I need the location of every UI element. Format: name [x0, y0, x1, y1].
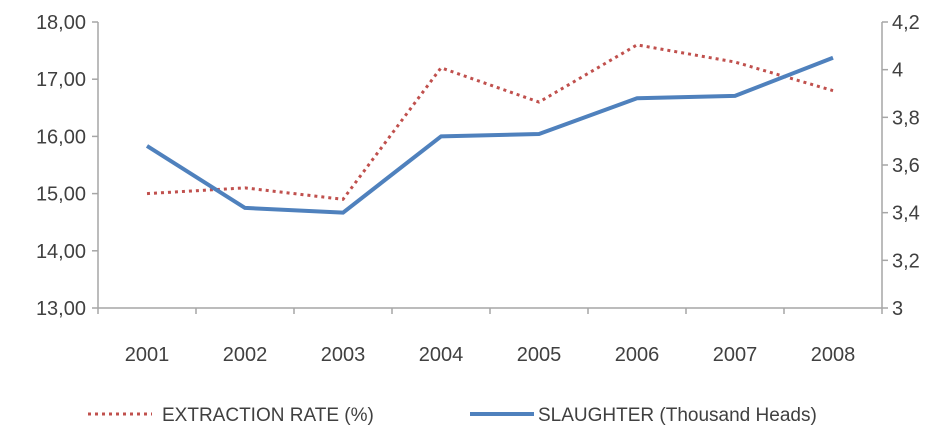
right-y-tick-label: 3,4 — [892, 203, 920, 225]
x-tick-label: 2003 — [321, 344, 366, 366]
x-tick-label: 2006 — [615, 344, 660, 366]
series-layer — [145, 43, 834, 215]
right-y-tick-label: 3,8 — [892, 107, 920, 129]
legend: EXTRACTION RATE (%) SLAUGHTER (Thousand … — [88, 405, 817, 426]
x-axis-ticks: 2001 2002 2003 2004 2005 2006 2007 2008 — [97, 308, 883, 366]
chart-axes — [97, 22, 883, 309]
x-tick-label: 2002 — [223, 344, 268, 366]
left-y-tick-label: 17,00 — [36, 69, 86, 91]
right-y-tick-label: 4,2 — [892, 12, 920, 34]
slaughter-line — [145, 55, 834, 215]
legend-extraction-rate-label: EXTRACTION RATE (%) — [162, 405, 374, 426]
right-y-tick-label: 3,6 — [892, 155, 920, 177]
right-y-tick-label: 3 — [892, 298, 903, 320]
right-y-tick-label: 4 — [892, 60, 903, 82]
x-tick-label: 2008 — [811, 344, 856, 366]
legend-slaughter-label: SLAUGHTER (Thousand Heads) — [538, 405, 817, 426]
x-tick-label: 2005 — [517, 344, 562, 366]
left-y-tick-label: 16,00 — [36, 126, 86, 148]
left-y-tick-label: 14,00 — [36, 241, 86, 263]
right-y-axis-ticks: 3 3,2 3,4 3,6 3,8 4 4,2 — [882, 12, 920, 320]
x-tick-label: 2004 — [419, 344, 464, 366]
left-y-tick-label: 15,00 — [36, 184, 86, 206]
x-tick-label: 2001 — [125, 344, 170, 366]
left-y-tick-label: 18,00 — [36, 12, 86, 34]
x-tick-label: 2007 — [713, 344, 758, 366]
left-y-tick-label: 13,00 — [36, 298, 86, 320]
extraction-rate-line — [146, 43, 834, 201]
right-y-tick-label: 3,2 — [892, 250, 920, 272]
left-y-axis-ticks: 13,00 14,00 15,00 16,00 17,00 18,00 — [36, 12, 98, 320]
